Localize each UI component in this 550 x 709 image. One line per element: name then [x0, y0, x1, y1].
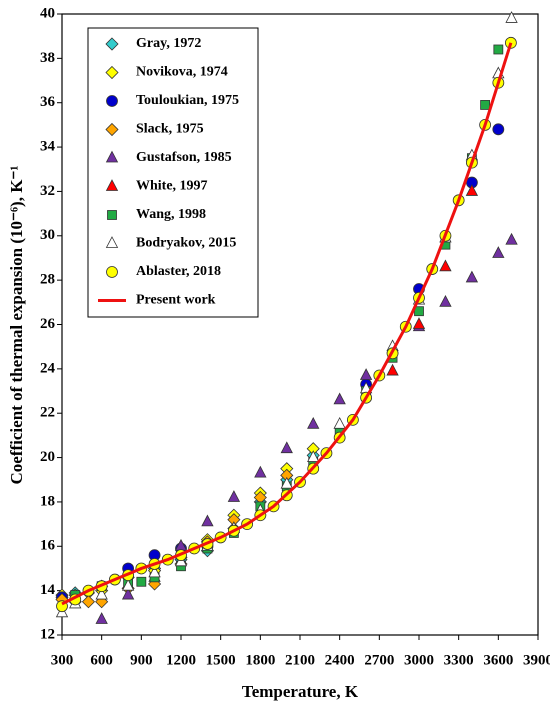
y-tick-label: 20	[40, 449, 55, 465]
x-tick-label: 3000	[404, 652, 434, 668]
marker	[307, 450, 320, 462]
y-tick-label: 26	[40, 316, 56, 332]
x-tick-label: 1500	[206, 652, 236, 668]
marker	[333, 416, 346, 429]
marker	[280, 476, 293, 489]
y-tick-label: 38	[40, 50, 55, 66]
x-tick-label: 1800	[245, 652, 275, 668]
marker	[121, 578, 135, 591]
x-axis-label: Temperature, K	[242, 682, 359, 701]
y-tick-label: 40	[40, 5, 55, 21]
marker	[105, 179, 119, 191]
y-tick-label: 14	[40, 582, 56, 598]
marker	[106, 266, 118, 278]
marker	[505, 11, 518, 23]
legend-label: Slack, 1975	[136, 122, 204, 137]
series	[55, 448, 320, 604]
legend-label: Novikova, 1974	[136, 65, 228, 80]
marker	[95, 612, 108, 624]
legend-label: White, 1997	[136, 179, 208, 194]
y-tick-label: 12	[40, 626, 55, 642]
marker	[254, 465, 267, 478]
legend-label: Bodryakov, 2015	[136, 236, 236, 251]
marker	[465, 184, 479, 196]
marker	[280, 441, 293, 454]
legend-label: Touloukian, 1975	[136, 93, 239, 108]
y-tick-label: 18	[40, 493, 55, 509]
y-tick-label: 32	[40, 183, 55, 199]
marker	[504, 36, 517, 49]
x-tick-label: 1200	[166, 652, 196, 668]
y-tick-label: 22	[40, 405, 55, 421]
marker	[492, 246, 505, 258]
x-tick-label: 900	[130, 652, 153, 668]
marker	[227, 490, 241, 502]
marker	[105, 236, 119, 248]
series	[55, 442, 320, 602]
marker	[492, 123, 505, 136]
x-tick-label: 3900	[523, 652, 550, 668]
legend-label: Ablaster, 2018	[136, 264, 221, 279]
marker	[412, 317, 426, 329]
marker	[107, 210, 117, 220]
x-tick-label: 2400	[325, 652, 355, 668]
x-tick-label: 3300	[444, 652, 474, 668]
x-tick-label: 2700	[364, 652, 394, 668]
y-tick-label: 36	[40, 94, 56, 110]
x-tick-label: 600	[90, 652, 113, 668]
y-tick-label: 16	[40, 538, 56, 554]
series	[386, 184, 479, 376]
marker	[505, 232, 518, 245]
x-tick-label: 300	[51, 652, 74, 668]
marker	[105, 65, 119, 80]
marker	[201, 514, 214, 527]
marker	[480, 100, 491, 110]
marker	[333, 392, 346, 405]
y-tick-label: 30	[40, 227, 55, 243]
legend: Gray, 1972 Novikova, 1974 Touloukian, 1975…	[87, 27, 259, 318]
marker	[121, 587, 135, 600]
x-tick-label: 3600	[483, 652, 513, 668]
marker	[465, 270, 479, 283]
legend-label: Wang, 1998	[136, 207, 206, 222]
line	[61, 42, 513, 606]
y-axis-label: Coefficient of thermal expansion (10⁻⁶),…	[7, 166, 26, 485]
marker	[493, 44, 504, 55]
marker	[386, 363, 399, 376]
marker	[136, 576, 147, 587]
marker	[81, 595, 96, 609]
marker	[439, 294, 452, 307]
marker	[307, 416, 320, 429]
marker	[105, 150, 119, 163]
marker	[148, 565, 161, 578]
legend-label: Gustafson, 1985	[136, 150, 232, 165]
marker	[95, 587, 108, 600]
y-tick-label: 24	[40, 360, 56, 376]
legend-label: Gray, 1972	[136, 36, 201, 51]
marker	[106, 95, 118, 107]
legend-label: Present work	[136, 293, 216, 308]
marker	[105, 37, 119, 51]
marker	[105, 122, 119, 137]
y-tick-label: 28	[40, 272, 55, 288]
marker	[359, 368, 373, 380]
x-tick-label: 2100	[285, 652, 315, 668]
series	[61, 42, 513, 606]
marker	[439, 259, 452, 272]
y-tick-label: 34	[40, 139, 56, 155]
